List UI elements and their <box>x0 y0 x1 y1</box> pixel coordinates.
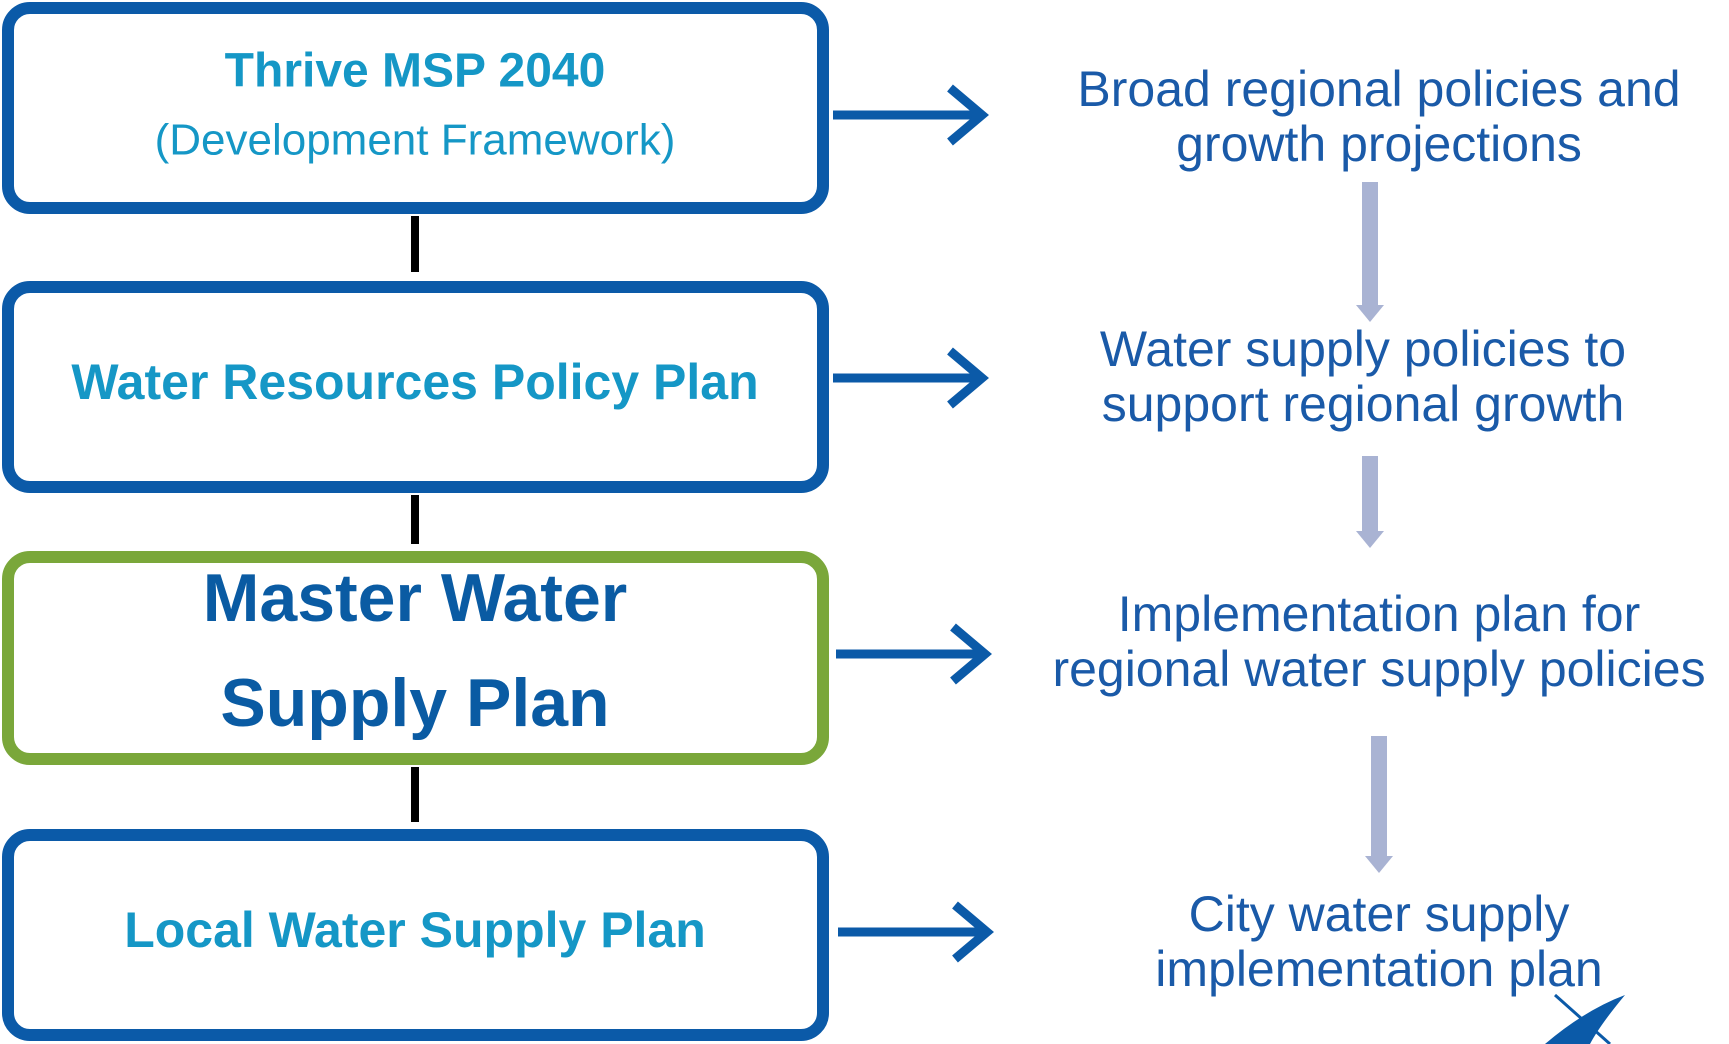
node-title: Master Water <box>203 560 628 636</box>
down-arrows <box>1356 182 1393 873</box>
description: support regional growth <box>1102 376 1625 432</box>
node-title: Thrive MSP 2040 <box>225 45 606 98</box>
node-subtitle: (Development Framework) <box>155 116 676 165</box>
box <box>2 281 829 493</box>
description: Broad regional policies and <box>1077 61 1680 117</box>
right-arrows <box>833 84 994 963</box>
box <box>2 829 829 1041</box>
box <box>2 551 829 765</box>
description: implementation plan <box>1155 941 1603 997</box>
description: Water supply policies to <box>1100 321 1626 377</box>
description: Implementation plan for <box>1118 586 1641 642</box>
description: growth projections <box>1176 116 1582 172</box>
description: City water supply <box>1189 886 1570 942</box>
node-title: Supply Plan <box>220 665 609 741</box>
node-title: Water Resources Policy Plan <box>71 354 758 410</box>
logo <box>1545 995 1625 1044</box>
logo <box>1554 993 1611 1044</box>
box <box>2 2 829 214</box>
node-title: Local Water Supply Plan <box>124 902 706 958</box>
description: regional water supply policies <box>1052 641 1705 697</box>
